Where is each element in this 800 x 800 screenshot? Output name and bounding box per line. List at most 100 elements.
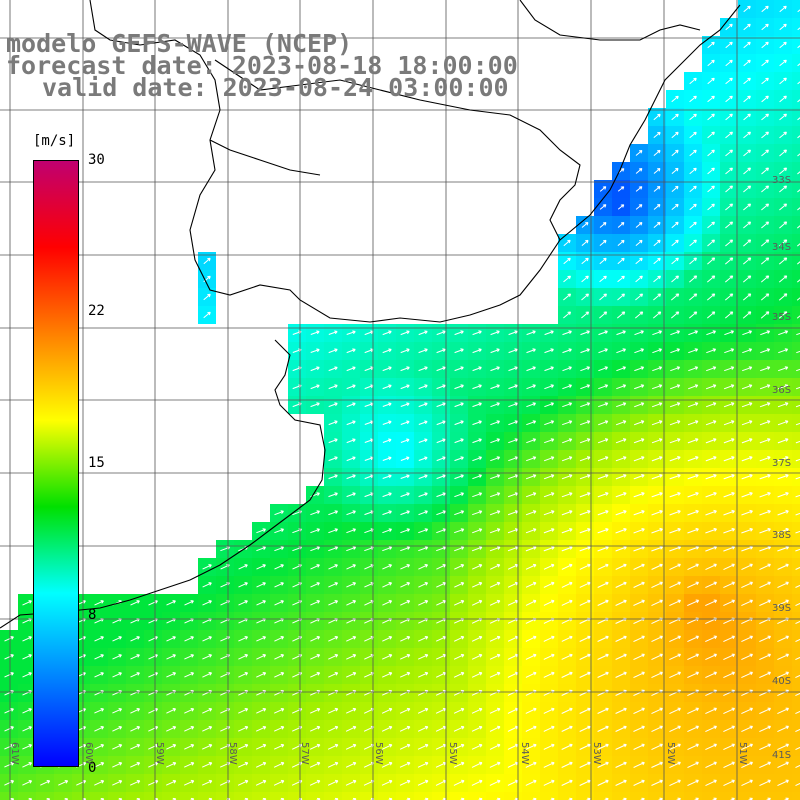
wind-arrow [544, 348, 554, 354]
wind-arrow [273, 761, 285, 768]
wind-arrow [256, 654, 267, 660]
wind-arrow [615, 420, 627, 426]
wind-arrow [653, 149, 661, 156]
wind-arrow [741, 761, 754, 769]
wind-arrow [795, 386, 800, 390]
wind-arrow [436, 456, 446, 462]
wind-arrow [130, 744, 141, 750]
wind-cell [792, 666, 800, 684]
wind-cell [0, 792, 18, 800]
wind-arrow [669, 402, 681, 408]
wind-arrow [382, 510, 392, 516]
wind-arrow [616, 330, 626, 336]
wind-arrow [525, 725, 537, 732]
wind-arrow [615, 599, 627, 606]
wind-arrow [705, 599, 718, 607]
wind-arrow [561, 510, 573, 516]
wind-arrow [759, 474, 771, 480]
wind-arrow [346, 564, 356, 570]
wind-arrow [508, 456, 519, 462]
wind-arrow [22, 672, 32, 678]
wind-arrow [201, 744, 213, 750]
wind-arrow [651, 563, 663, 570]
wind-cell [756, 792, 774, 800]
wind-arrow [778, 257, 788, 265]
wind-arrow [777, 527, 789, 534]
wind-arrow [203, 293, 211, 301]
wind-arrow [579, 563, 591, 570]
wind-arrow [508, 366, 518, 372]
wind-arrow [779, 221, 788, 229]
wind-arrow [544, 384, 554, 390]
wind-arrow [400, 330, 410, 336]
wind-cell [288, 792, 306, 800]
wind-arrow [310, 348, 320, 353]
wind-arrow [597, 653, 609, 660]
wind-arrow [635, 204, 643, 210]
map-title-forecast-date: forecast date: 2023-08-18 18:00:00 [6, 51, 518, 80]
wind-arrow [795, 548, 800, 552]
wind-cell [378, 792, 396, 800]
wind-arrow [671, 95, 679, 103]
wind-arrow [597, 528, 609, 534]
wind-arrow [635, 168, 643, 174]
wind-cell [774, 792, 792, 800]
wind-arrow [615, 581, 627, 588]
wind-arrow [346, 438, 356, 444]
wind-arrow [508, 384, 518, 390]
wind-arrow [741, 563, 753, 571]
wind-arrow [778, 366, 789, 372]
wind-arrow [617, 257, 625, 265]
wind-arrow [471, 707, 483, 714]
wind-arrow [669, 599, 682, 607]
wind-arrow [706, 330, 716, 336]
wind-arrow [779, 95, 787, 103]
wind-arrow [706, 348, 717, 354]
wind-arrow [490, 474, 501, 480]
wind-arrow [760, 366, 771, 372]
wind-arrow [525, 474, 537, 480]
wind-arrow [705, 761, 717, 769]
wind-cell [792, 162, 800, 180]
wind-arrow [687, 725, 700, 733]
wind-arrow [741, 599, 754, 607]
wind-arrow [688, 366, 699, 372]
wind-arrow [4, 726, 14, 732]
wind-arrow [381, 743, 393, 750]
wind-arrow [687, 671, 700, 679]
wind-arrow [490, 456, 501, 462]
wind-cell [576, 792, 594, 800]
wind-arrow [795, 566, 800, 570]
wind-cell [792, 486, 800, 504]
wind-arrow [689, 257, 697, 265]
wind-arrow [525, 635, 537, 642]
wind-cell [792, 18, 800, 36]
lat-label: 40S [772, 676, 792, 687]
wind-arrow [4, 762, 15, 768]
wind-arrow [382, 528, 392, 534]
wind-arrow [310, 636, 321, 642]
wind-arrow [4, 654, 14, 660]
wind-arrow [184, 708, 195, 714]
wind-arrow [796, 243, 800, 247]
wind-arrow [453, 761, 465, 768]
wind-arrow [651, 581, 663, 589]
wind-arrow [705, 563, 717, 571]
wind-cell [648, 792, 666, 800]
wind-arrow [525, 779, 537, 786]
wind-arrow [742, 293, 752, 301]
wind-arrow [561, 599, 573, 606]
wind-arrow [653, 204, 661, 210]
wind-arrow [490, 420, 500, 426]
wind-arrow [671, 185, 679, 192]
wind-arrow [436, 474, 446, 480]
wind-arrow [562, 348, 572, 354]
wind-cell [540, 792, 558, 800]
wind-arrow [760, 293, 770, 301]
wind-arrow [453, 671, 465, 678]
wind-arrow [22, 726, 32, 732]
wind-arrow [563, 311, 572, 319]
wind-arrow [382, 474, 392, 479]
wind-arrow [651, 671, 663, 679]
